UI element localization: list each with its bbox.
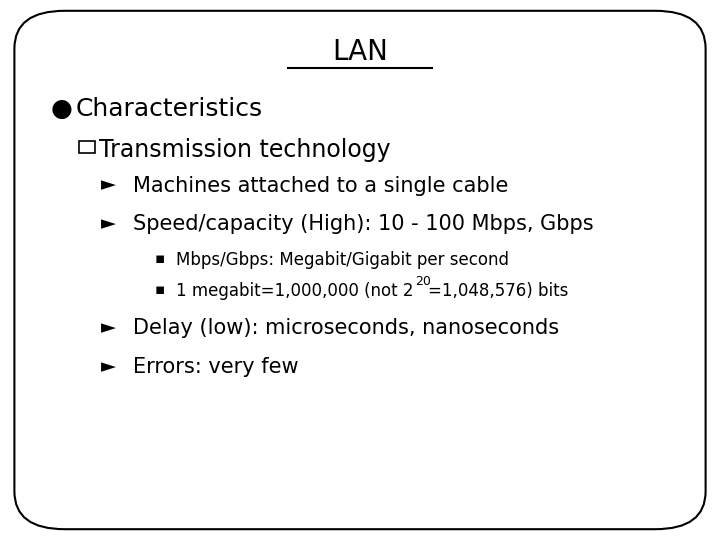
Text: ►: ► bbox=[101, 357, 116, 376]
Text: ▪: ▪ bbox=[155, 251, 165, 266]
Bar bbox=[79, 141, 95, 153]
Text: ►: ► bbox=[101, 318, 116, 337]
Text: Machines attached to a single cable: Machines attached to a single cable bbox=[133, 176, 508, 195]
Text: Delay (low): microseconds, nanoseconds: Delay (low): microseconds, nanoseconds bbox=[133, 318, 559, 338]
Text: ►: ► bbox=[101, 176, 116, 194]
Text: Mbps/Gbps: Megabit/Gigabit per second: Mbps/Gbps: Megabit/Gigabit per second bbox=[176, 251, 510, 268]
Text: ►: ► bbox=[101, 214, 116, 233]
Text: Characteristics: Characteristics bbox=[76, 97, 263, 121]
Text: LAN: LAN bbox=[332, 38, 388, 66]
Text: ▪: ▪ bbox=[155, 282, 165, 297]
Text: Errors: very few: Errors: very few bbox=[133, 357, 299, 377]
Text: 20: 20 bbox=[415, 275, 431, 288]
Text: Speed/capacity (High): 10 - 100 Mbps, Gbps: Speed/capacity (High): 10 - 100 Mbps, Gb… bbox=[133, 214, 594, 234]
Text: Transmission technology: Transmission technology bbox=[99, 138, 390, 161]
FancyBboxPatch shape bbox=[14, 11, 706, 529]
Text: 1 megabit=1,000,000 (not 2: 1 megabit=1,000,000 (not 2 bbox=[176, 282, 414, 300]
Text: =1,048,576) bits: =1,048,576) bits bbox=[428, 282, 569, 300]
Text: ●: ● bbox=[50, 97, 72, 121]
